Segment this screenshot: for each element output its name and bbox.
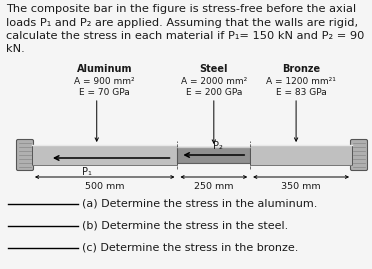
Bar [177,147,250,163]
Bar [250,145,352,165]
Text: calculate the stress in each material if P₁= 150 kN and P₂ = 90: calculate the stress in each material if… [6,31,365,41]
Text: E = 83 GPa: E = 83 GPa [276,88,327,97]
Text: loads P₁ and P₂ are applied. Assuming that the walls are rigid,: loads P₁ and P₂ are applied. Assuming th… [6,17,358,27]
Text: The composite bar in the figure is stress-free before the axial: The composite bar in the figure is stres… [6,4,356,14]
Text: P₂: P₂ [213,141,223,151]
Text: A = 2000 mm²: A = 2000 mm² [181,77,247,86]
Bar [32,145,177,165]
Text: (a) Determine the stress in the aluminum.: (a) Determine the stress in the aluminum… [82,199,317,209]
Text: kN.: kN. [6,44,25,55]
Text: (b) Determine the stress in the steel.: (b) Determine the stress in the steel. [82,221,288,231]
Text: Steel: Steel [199,64,228,74]
Text: 250 mm: 250 mm [194,182,234,191]
Text: Aluminum: Aluminum [77,64,132,74]
FancyBboxPatch shape [16,140,33,171]
Text: P₁: P₁ [82,167,92,177]
Text: E = 70 GPa: E = 70 GPa [79,88,130,97]
Text: Bronze: Bronze [282,64,320,74]
Text: 500 mm: 500 mm [85,182,125,191]
Text: E = 200 GPa: E = 200 GPa [186,88,242,97]
Text: 350 mm: 350 mm [281,182,321,191]
Text: A = 900 mm²: A = 900 mm² [74,77,135,86]
Text: (c) Determine the stress in the bronze.: (c) Determine the stress in the bronze. [82,243,298,253]
Text: A = 1200 mm²¹: A = 1200 mm²¹ [266,77,336,86]
FancyBboxPatch shape [350,140,368,171]
